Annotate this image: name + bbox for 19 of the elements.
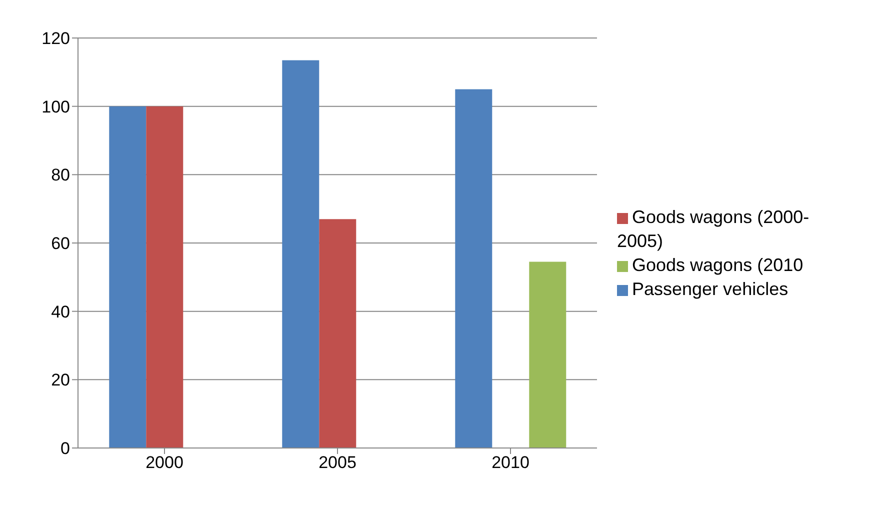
y-tick-label: 40 xyxy=(51,302,70,322)
y-tick-label: 60 xyxy=(51,234,70,254)
y-tick-label: 20 xyxy=(51,370,70,390)
bar xyxy=(109,106,146,448)
x-tick-label: 2005 xyxy=(318,453,356,472)
legend-label: Goods wagons (2000-2005) xyxy=(617,207,810,251)
bar xyxy=(455,89,492,448)
legend-label: Passenger vehicles xyxy=(632,279,788,299)
y-tick-label: 120 xyxy=(42,29,70,48)
bar xyxy=(282,60,320,448)
legend-label: Goods wagons (2010 xyxy=(632,255,804,275)
y-tick-label: 0 xyxy=(60,439,70,458)
bar xyxy=(319,219,356,448)
y-tick-label: 100 xyxy=(42,97,70,116)
y-tick-label: 80 xyxy=(51,166,70,185)
x-tick-label: 2000 xyxy=(146,453,184,472)
x-tick-label: 2010 xyxy=(492,453,530,472)
bar xyxy=(529,262,566,448)
bar xyxy=(146,106,184,448)
